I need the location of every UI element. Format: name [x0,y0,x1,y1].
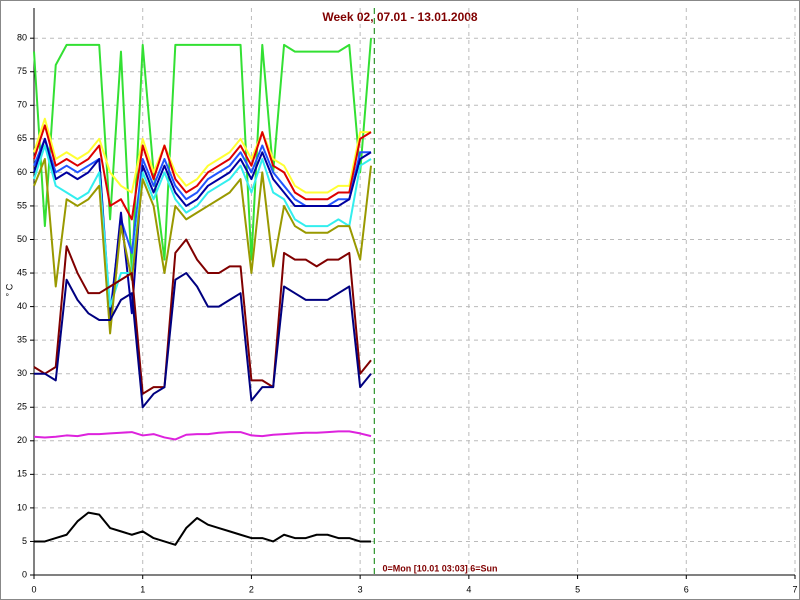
chart-title: Week 02, 07.01 - 13.01.2008 [322,10,478,24]
series-line [33,38,373,275]
series-line [34,272,372,409]
y-tick-label: 40 [17,301,27,311]
y-tick-label: 0 [22,569,27,579]
y-tick-label: 70 [17,100,27,110]
x-tick-label: 4 [466,584,471,594]
series-line [33,144,372,308]
x-tick-label: 7 [792,584,797,594]
x-tick-label: 5 [575,584,580,594]
series-line [33,157,373,335]
y-tick-label: 25 [17,402,27,412]
y-tick-label: 45 [17,267,27,277]
y-tick-label: 75 [17,66,27,76]
y-tick-label: 15 [17,469,27,479]
y-axis-label: ° C [4,283,14,296]
x-tick-label: 3 [358,584,363,594]
y-tick-label: 80 [17,33,27,43]
x-tick-label: 1 [140,584,145,594]
x-tick-label: 6 [684,584,689,594]
series-line [33,117,372,194]
annotation: 0=Mon [10.01 03:03] 6=Sun [382,563,497,573]
series-line [33,137,372,322]
y-tick-label: 10 [17,502,27,512]
y-tick-label: 65 [17,133,27,143]
y-tick-label: 60 [17,167,27,177]
x-tick-label: 0 [31,584,36,594]
series-line [33,430,372,441]
y-tick-label: 20 [17,435,27,445]
y-tick-label: 30 [17,368,27,378]
y-tick-label: 55 [17,200,27,210]
series-line [33,124,372,221]
y-tick-label: 50 [17,234,27,244]
series-line [34,511,372,546]
series-line [33,238,372,395]
x-tick-label: 2 [249,584,254,594]
y-tick-label: 5 [22,536,27,546]
y-tick-label: 35 [17,335,27,345]
